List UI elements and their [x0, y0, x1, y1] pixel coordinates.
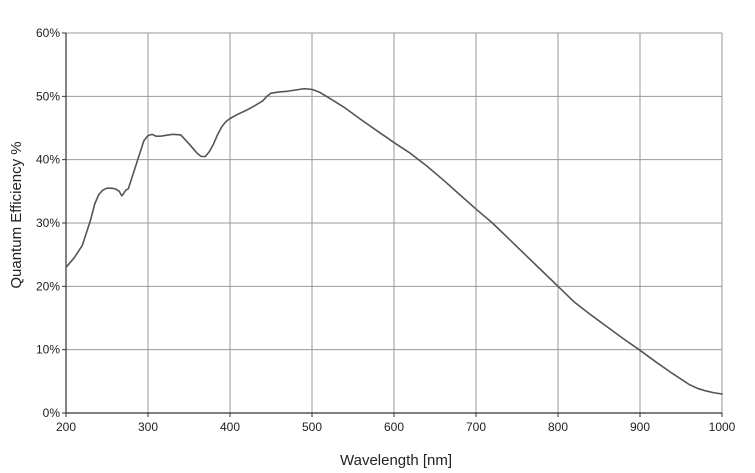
x-tick-label: 600: [384, 420, 404, 434]
axes: [62, 32, 723, 417]
x-tick-label: 400: [220, 420, 240, 434]
grid-lines: [66, 32, 723, 413]
x-tick-label: 900: [630, 420, 650, 434]
x-tick-labels: 200 300 400 500 600 700 800 900 1000: [56, 420, 736, 434]
x-tick-label: 500: [302, 420, 322, 434]
x-tick-label: 200: [56, 420, 76, 434]
series-layer: [65, 87, 723, 395]
y-tick-label: 0%: [43, 406, 61, 420]
y-tick-labels: 0% 10% 20% 30% 40% 50% 60%: [36, 26, 60, 420]
x-axis-title: Wavelength [nm]: [340, 452, 452, 469]
y-tick-label: 30%: [36, 216, 60, 230]
y-tick-label: 40%: [36, 153, 60, 167]
x-tick-label: 1000: [709, 420, 736, 434]
y-axis-title: Quantum Efficiency %: [8, 141, 25, 288]
y-tick-label: 20%: [36, 279, 60, 293]
y-tick-label: 10%: [36, 343, 60, 357]
x-tick-label: 300: [138, 420, 158, 434]
x-tick-label: 800: [548, 420, 568, 434]
y-tick-label: 50%: [36, 89, 60, 103]
qe-series-line: [65, 87, 723, 395]
x-tick-label: 700: [466, 420, 486, 434]
y-tick-label: 60%: [36, 26, 60, 40]
